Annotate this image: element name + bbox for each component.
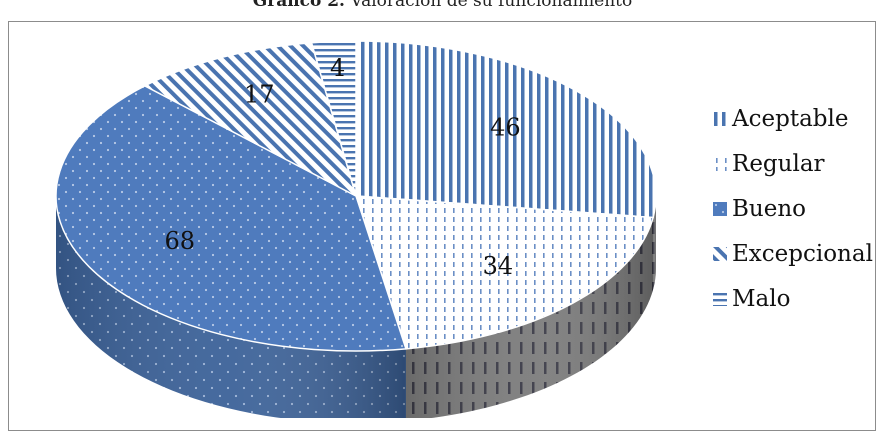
legend-label-bueno: Bueno bbox=[732, 196, 806, 222]
pie-side-shade-aceptable bbox=[653, 196, 656, 290]
legend-item-aceptable: Aceptable bbox=[713, 104, 873, 134]
pie-slice-aceptable bbox=[355, 40, 657, 219]
data-label-bueno: 68 bbox=[165, 227, 196, 255]
legend-label-excepcional: Excepcional bbox=[732, 241, 873, 267]
legend-swatch-excepcional bbox=[713, 247, 727, 261]
pie-slice-excepcional bbox=[143, 41, 358, 198]
legend-item-malo: Malo bbox=[713, 284, 873, 314]
pie-slice-bueno bbox=[55, 85, 407, 352]
caption-text: Valoración de su funcionamiento bbox=[344, 0, 633, 11]
pie-slice-regular bbox=[354, 195, 655, 350]
legend-item-excepcional: Excepcional bbox=[713, 239, 873, 269]
legend-item-regular: Regular bbox=[713, 149, 873, 179]
legend-label-aceptable: Aceptable bbox=[732, 106, 849, 132]
legend-label-regular: Regular bbox=[732, 151, 825, 177]
pie-slice-malo bbox=[310, 40, 357, 197]
pie-side-shade-regular bbox=[405, 217, 654, 418]
caption-prefix: Gráfico 2. bbox=[252, 0, 345, 11]
legend-swatch-bueno bbox=[713, 202, 727, 216]
pie-side-shade-bueno bbox=[56, 196, 406, 418]
legend-item-bueno: Bueno bbox=[713, 194, 873, 224]
legend-swatch-malo bbox=[713, 292, 727, 306]
pie-chart: 46 34 68 17 4 bbox=[55, 40, 657, 418]
data-label-excepcional: 17 bbox=[244, 81, 275, 109]
legend-label-malo: Malo bbox=[732, 286, 791, 312]
data-label-aceptable: 46 bbox=[490, 113, 521, 141]
chart-legend: Aceptable Regular Bueno Excepcional Malo bbox=[713, 104, 873, 329]
legend-swatch-aceptable bbox=[713, 112, 727, 126]
data-label-malo: 4 bbox=[330, 54, 345, 82]
legend-swatch-regular bbox=[713, 157, 727, 171]
data-label-regular: 34 bbox=[483, 252, 514, 280]
chart-caption: Gráfico 2. Valoración de su funcionamien… bbox=[0, 0, 885, 11]
